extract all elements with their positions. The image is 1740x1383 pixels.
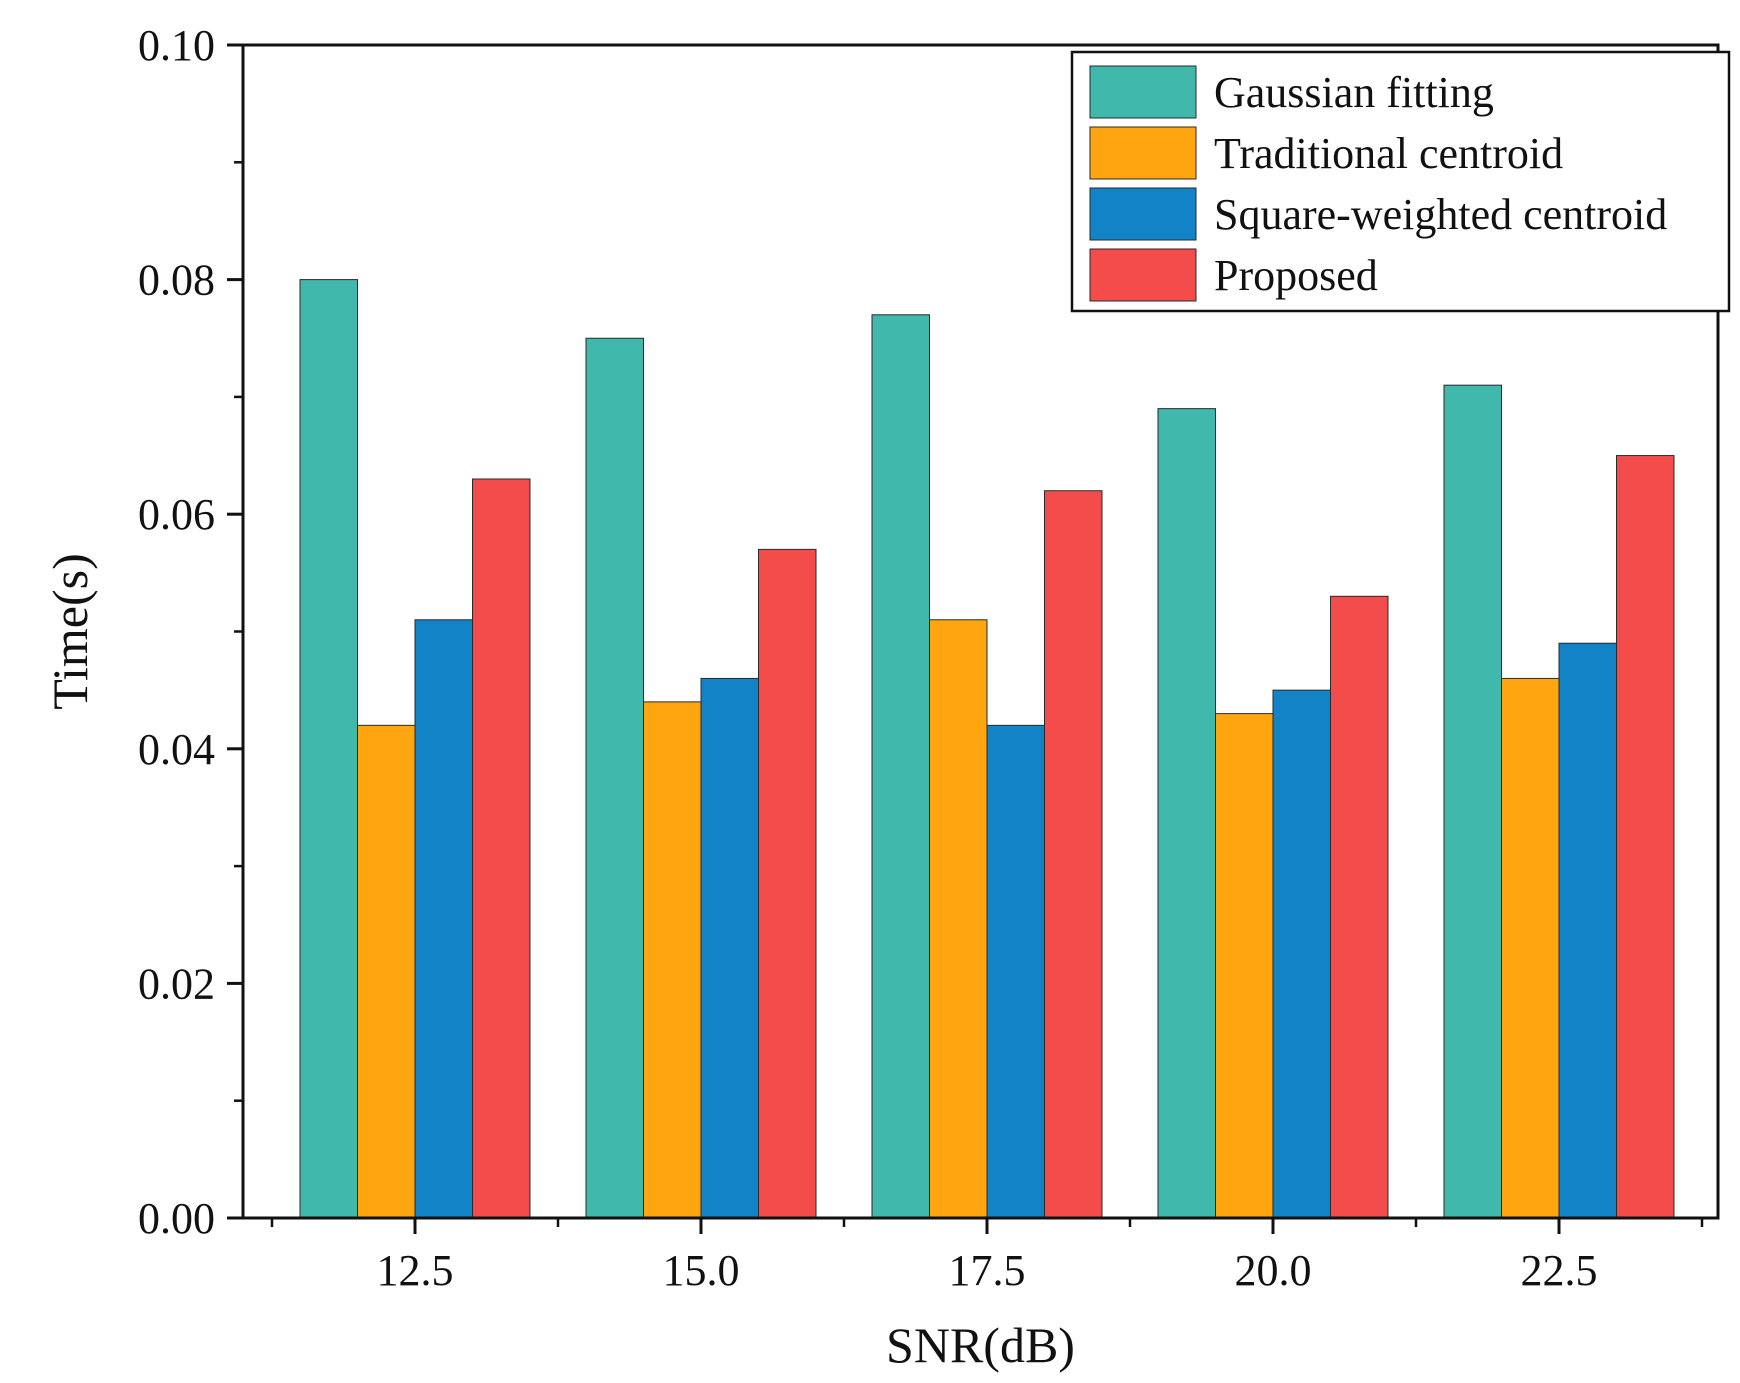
bar-traditional-centroid-17-5 bbox=[929, 619, 988, 1219]
legend-swatch bbox=[1089, 65, 1197, 119]
y-tick-label: 0.04 bbox=[138, 725, 215, 774]
bar-gaussian-fitting-15-0 bbox=[585, 337, 644, 1219]
bar-square-weighted-centroid-20-0 bbox=[1272, 689, 1331, 1219]
x-tick-label: 17.5 bbox=[949, 1246, 1026, 1295]
legend-swatch bbox=[1089, 248, 1197, 302]
bar-square-weighted-centroid-15-0 bbox=[700, 677, 759, 1219]
bar-traditional-centroid-15-0 bbox=[643, 701, 702, 1219]
legend-label: Square-weighted centroid bbox=[1214, 190, 1667, 239]
ticks-group: 0.00 0.02 0.04 0.06 0.08 0.10 12.5 15.0 17.5 20.0… bbox=[138, 21, 1704, 1295]
bar-proposed-20-0 bbox=[1330, 595, 1389, 1219]
y-tick-label: 0.00 bbox=[138, 1194, 215, 1243]
x-tick-label: 22.5 bbox=[1521, 1246, 1598, 1295]
bar-square-weighted-centroid-17-5 bbox=[986, 724, 1045, 1219]
bars-group bbox=[299, 279, 1675, 1219]
x-tick-label: 15.0 bbox=[663, 1246, 740, 1295]
bar-square-weighted-centroid-12-5 bbox=[414, 619, 473, 1219]
bar-traditional-centroid-22-5 bbox=[1501, 677, 1560, 1219]
legend: Gaussian fitting Traditional centroid Squa… bbox=[1070, 50, 1731, 313]
x-axis-title: SNR(dB) bbox=[886, 1317, 1075, 1373]
legend-swatch bbox=[1089, 187, 1197, 241]
legend-label: Proposed bbox=[1214, 251, 1378, 300]
x-tick-label: 12.5 bbox=[377, 1246, 454, 1295]
y-tick-label: 0.06 bbox=[138, 490, 215, 539]
bar-traditional-centroid-20-0 bbox=[1215, 713, 1274, 1219]
legend-swatch bbox=[1089, 126, 1197, 180]
bar-gaussian-fitting-22-5 bbox=[1443, 384, 1502, 1219]
bar-proposed-15-0 bbox=[758, 548, 817, 1219]
bar-traditional-centroid-12-5 bbox=[357, 724, 416, 1219]
y-axis-title: Time(s) bbox=[42, 553, 98, 710]
bar-proposed-12-5 bbox=[472, 478, 531, 1219]
bar-gaussian-fitting-12-5 bbox=[299, 279, 358, 1219]
x-tick-label: 20.0 bbox=[1235, 1246, 1312, 1295]
y-tick-label: 0.08 bbox=[138, 256, 215, 305]
legend-label: Gaussian fitting bbox=[1214, 68, 1494, 117]
y-tick-label: 0.10 bbox=[138, 21, 215, 70]
bar-proposed-22-5 bbox=[1616, 455, 1675, 1219]
bar-gaussian-fitting-17-5 bbox=[871, 314, 930, 1219]
bar-proposed-17-5 bbox=[1044, 490, 1103, 1219]
y-tick-label: 0.02 bbox=[138, 959, 215, 1008]
legend-label: Traditional centroid bbox=[1214, 129, 1563, 178]
bar-gaussian-fitting-20-0 bbox=[1157, 408, 1216, 1219]
bar-square-weighted-centroid-22-5 bbox=[1558, 642, 1617, 1219]
